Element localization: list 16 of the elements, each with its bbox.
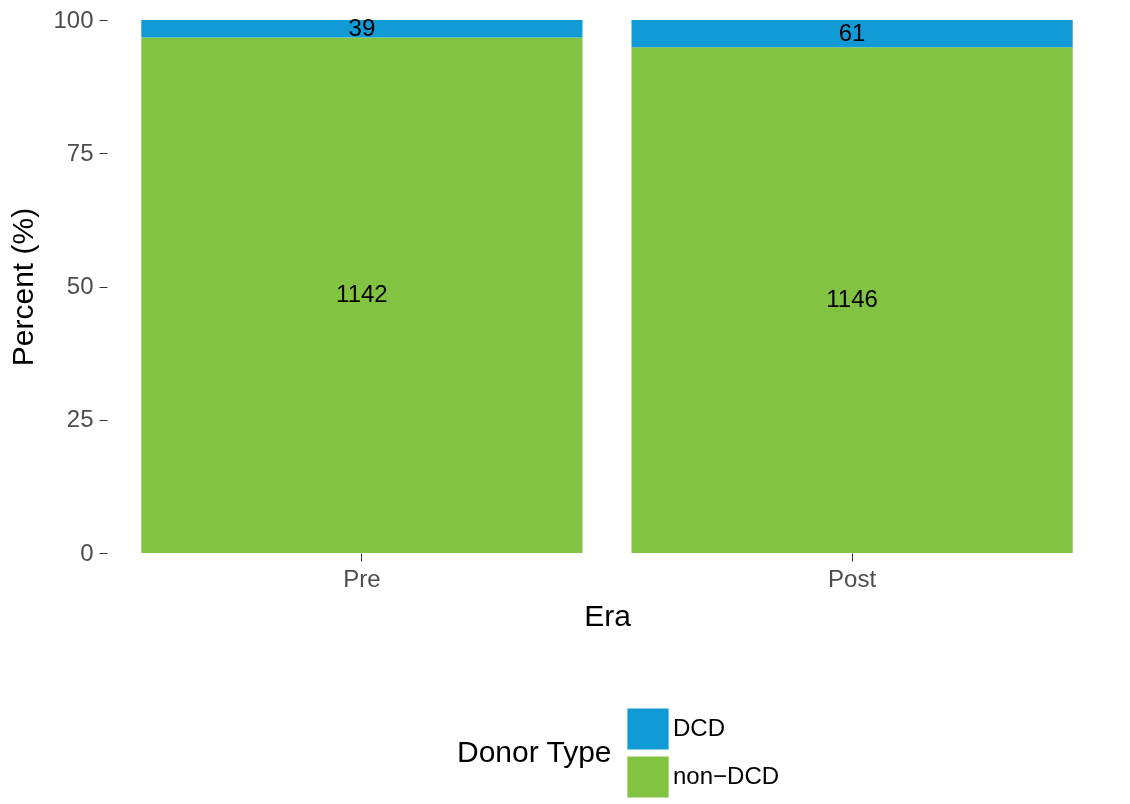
legend-label: DCD [673, 714, 725, 741]
annotation: 1142 [336, 280, 388, 308]
y-tick-label: 0 [80, 538, 94, 566]
y-axis-title: Percent (%) [6, 207, 40, 367]
annotation: 39 [348, 13, 376, 41]
legend-label: non−DCD [673, 762, 780, 789]
y-tick-label: 100 [53, 5, 94, 33]
y-tick-label: 50 [66, 272, 94, 299]
annotation: 1146 [826, 285, 878, 313]
x-tick-label: Post [828, 564, 877, 592]
x-axis-title: Era [584, 598, 632, 632]
y-tick-label: 75 [66, 138, 94, 166]
x-tick-label: Pre [343, 564, 381, 592]
legend-title: Donor Type [457, 735, 612, 768]
y-tick-label: 25 [66, 405, 94, 433]
annotation: 61 [838, 18, 866, 46]
